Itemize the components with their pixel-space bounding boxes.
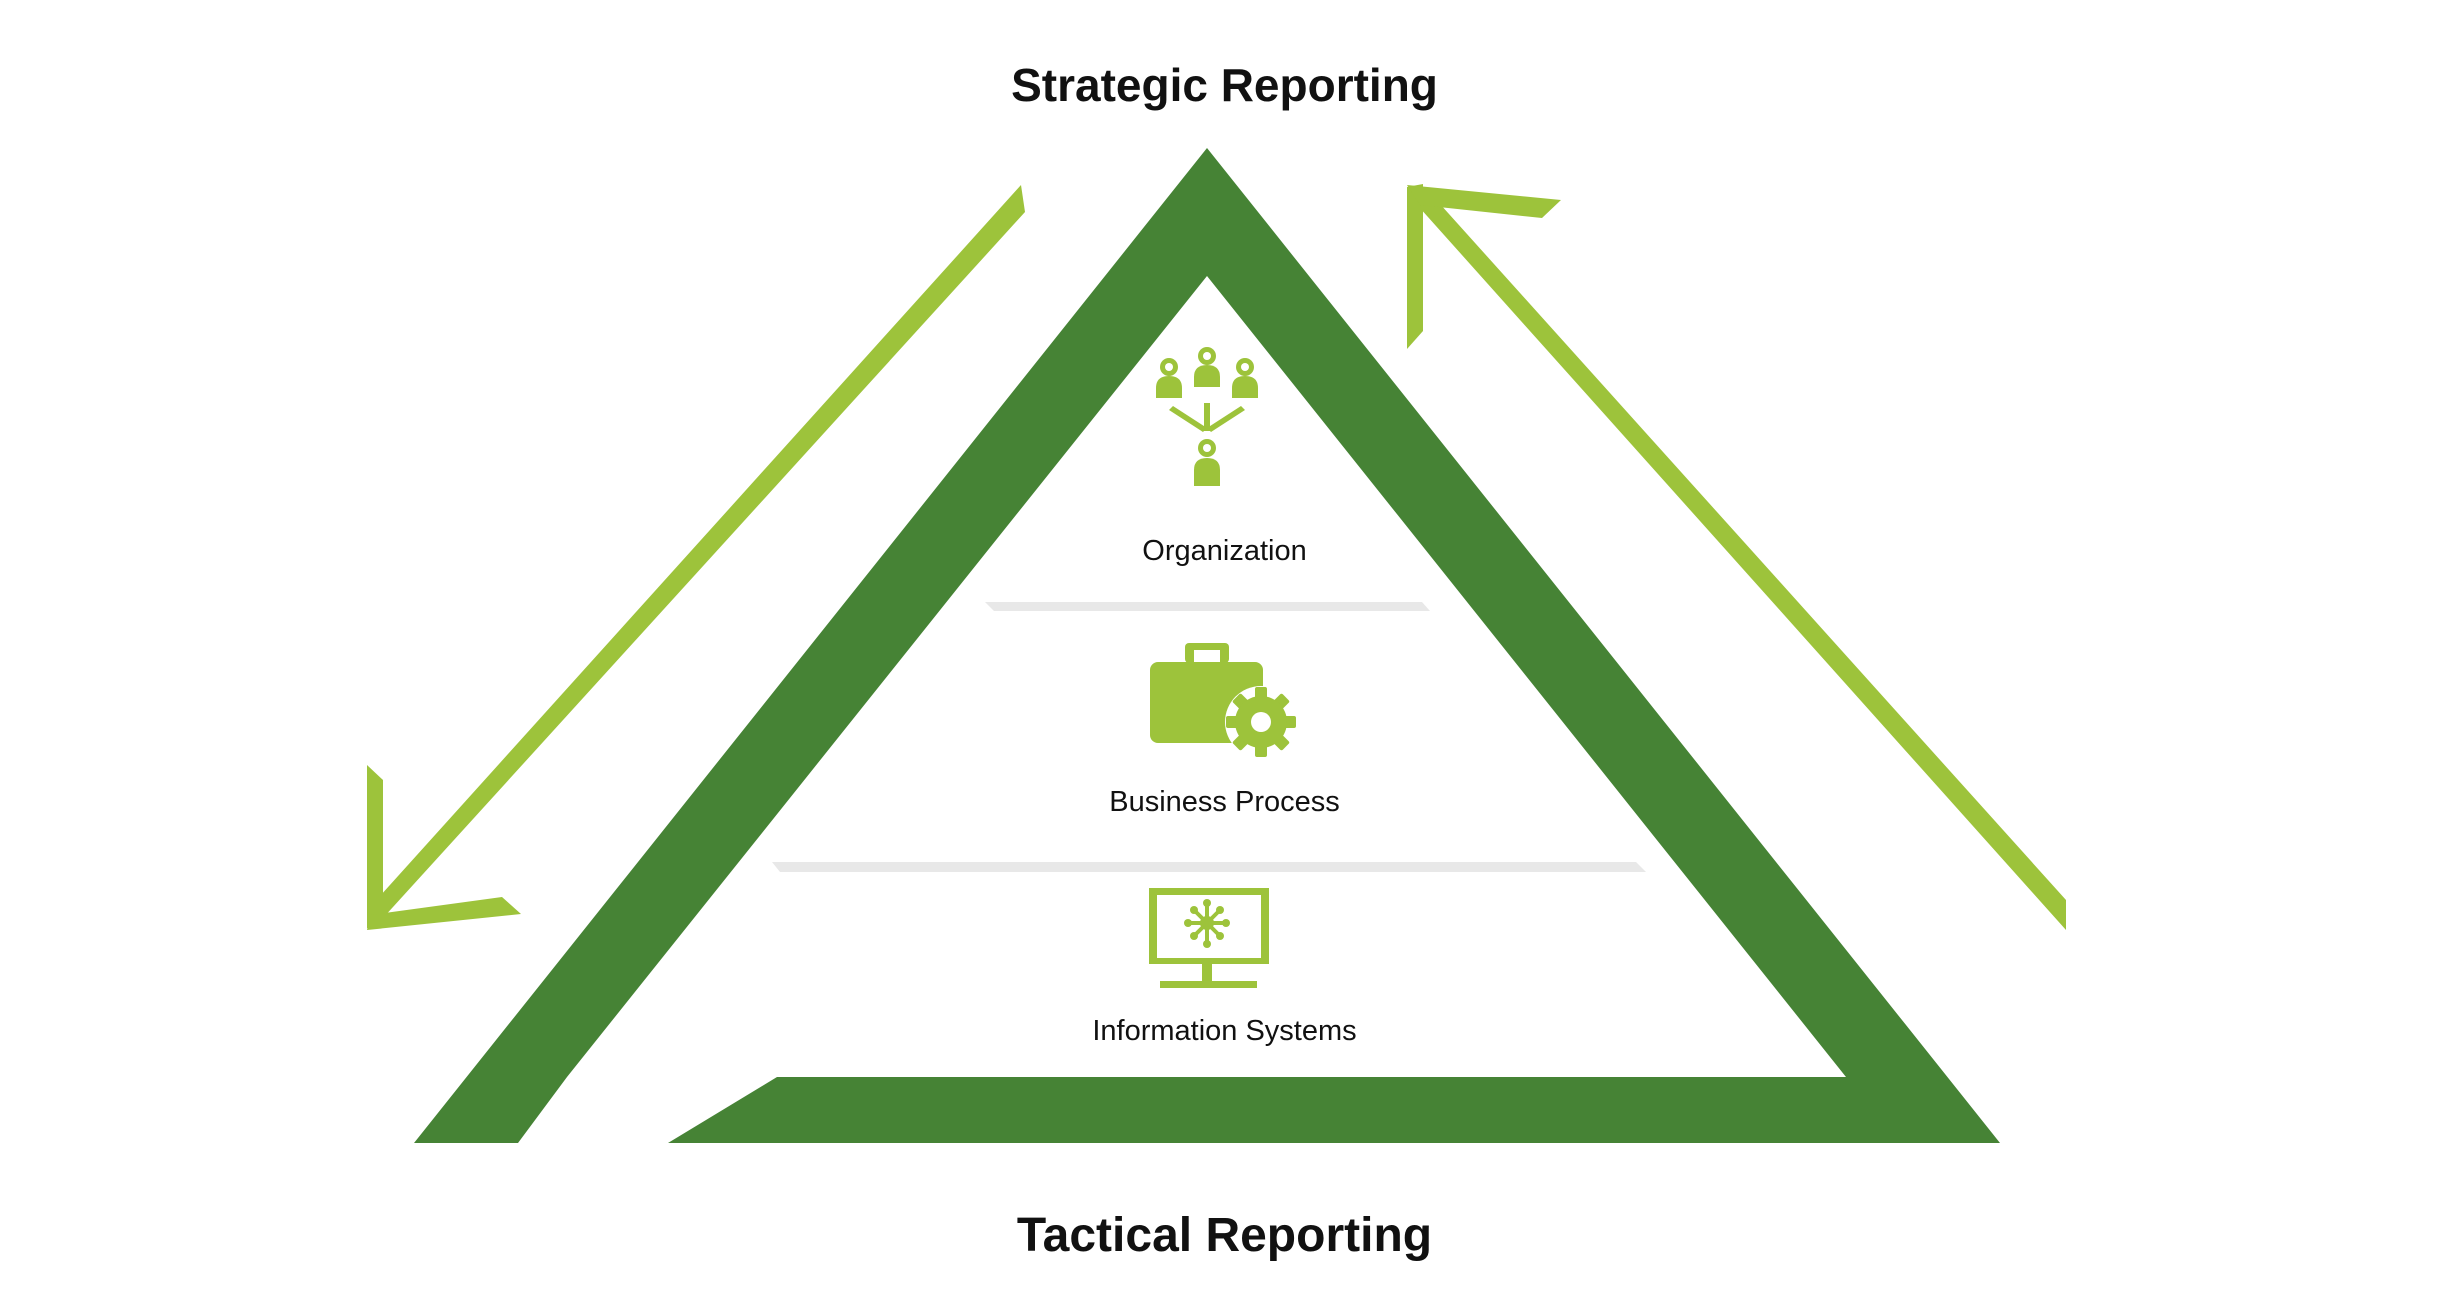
org-chart-icon <box>1156 347 1258 486</box>
layer-label-business-process: Business Process <box>1109 786 1340 818</box>
up-right-arrow <box>1407 184 2066 930</box>
strategic-reporting-label: Strategic Reporting <box>1011 59 1438 111</box>
layer-divider-1 <box>985 602 1430 611</box>
layer-divider-2 <box>772 862 1646 872</box>
briefcase-gear-icon <box>1150 643 1297 758</box>
down-left-arrow <box>367 185 1025 930</box>
tactical-reporting-label: Tactical Reporting <box>1016 1209 1433 1262</box>
layer-label-information-systems: Information Systems <box>1092 1015 1357 1047</box>
monitor-network-icon <box>1149 888 1269 988</box>
layer-label-organization: Organization <box>1142 535 1307 567</box>
pyramid-frame <box>414 148 2000 1143</box>
